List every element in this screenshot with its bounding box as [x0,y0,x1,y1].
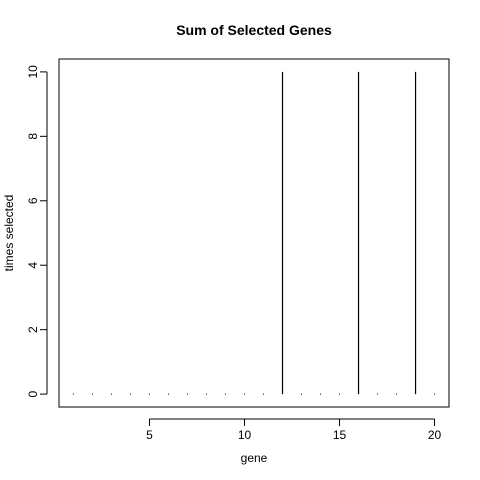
data-point-gene-2 [91,393,93,395]
data-point-gene-20 [434,393,436,395]
data-point-gene-9 [224,393,226,395]
x-tick-label: 10 [238,428,252,442]
x-axis: 5 10 15 20 [146,418,442,442]
data-point-gene-8 [205,393,207,395]
y-axis: 0 2 4 6 8 10 [26,65,48,397]
y-tick-label: 4 [26,262,40,269]
x-axis-label: gene [241,451,268,465]
data-marks [72,71,436,395]
data-point-gene-13 [301,393,303,395]
data-point-gene-18 [396,393,398,395]
data-point-gene-14 [320,393,322,395]
y-axis-label: times selected [2,195,16,272]
plot-area-box [58,58,450,408]
data-point-gene-4 [129,393,131,395]
y-tick-label: 0 [26,390,40,397]
data-point-gene-5 [148,393,150,395]
x-tick-label: 5 [146,428,153,442]
data-point-gene-11 [263,393,265,395]
data-point-gene-1 [72,393,74,395]
chart-title: Sum of Selected Genes [176,22,332,38]
data-point-gene-6 [167,393,169,395]
y-tick-label: 10 [26,65,40,79]
x-tick-label: 20 [428,428,442,442]
data-point-gene-10 [243,393,245,395]
x-tick-label: 15 [333,428,347,442]
data-point-gene-17 [377,393,379,395]
data-point-gene-15 [339,393,341,395]
data-point-gene-3 [110,393,112,395]
y-tick-label: 6 [26,197,40,204]
y-tick-label: 2 [26,326,40,333]
y-tick-label: 8 [26,133,40,140]
data-point-gene-7 [186,393,188,395]
